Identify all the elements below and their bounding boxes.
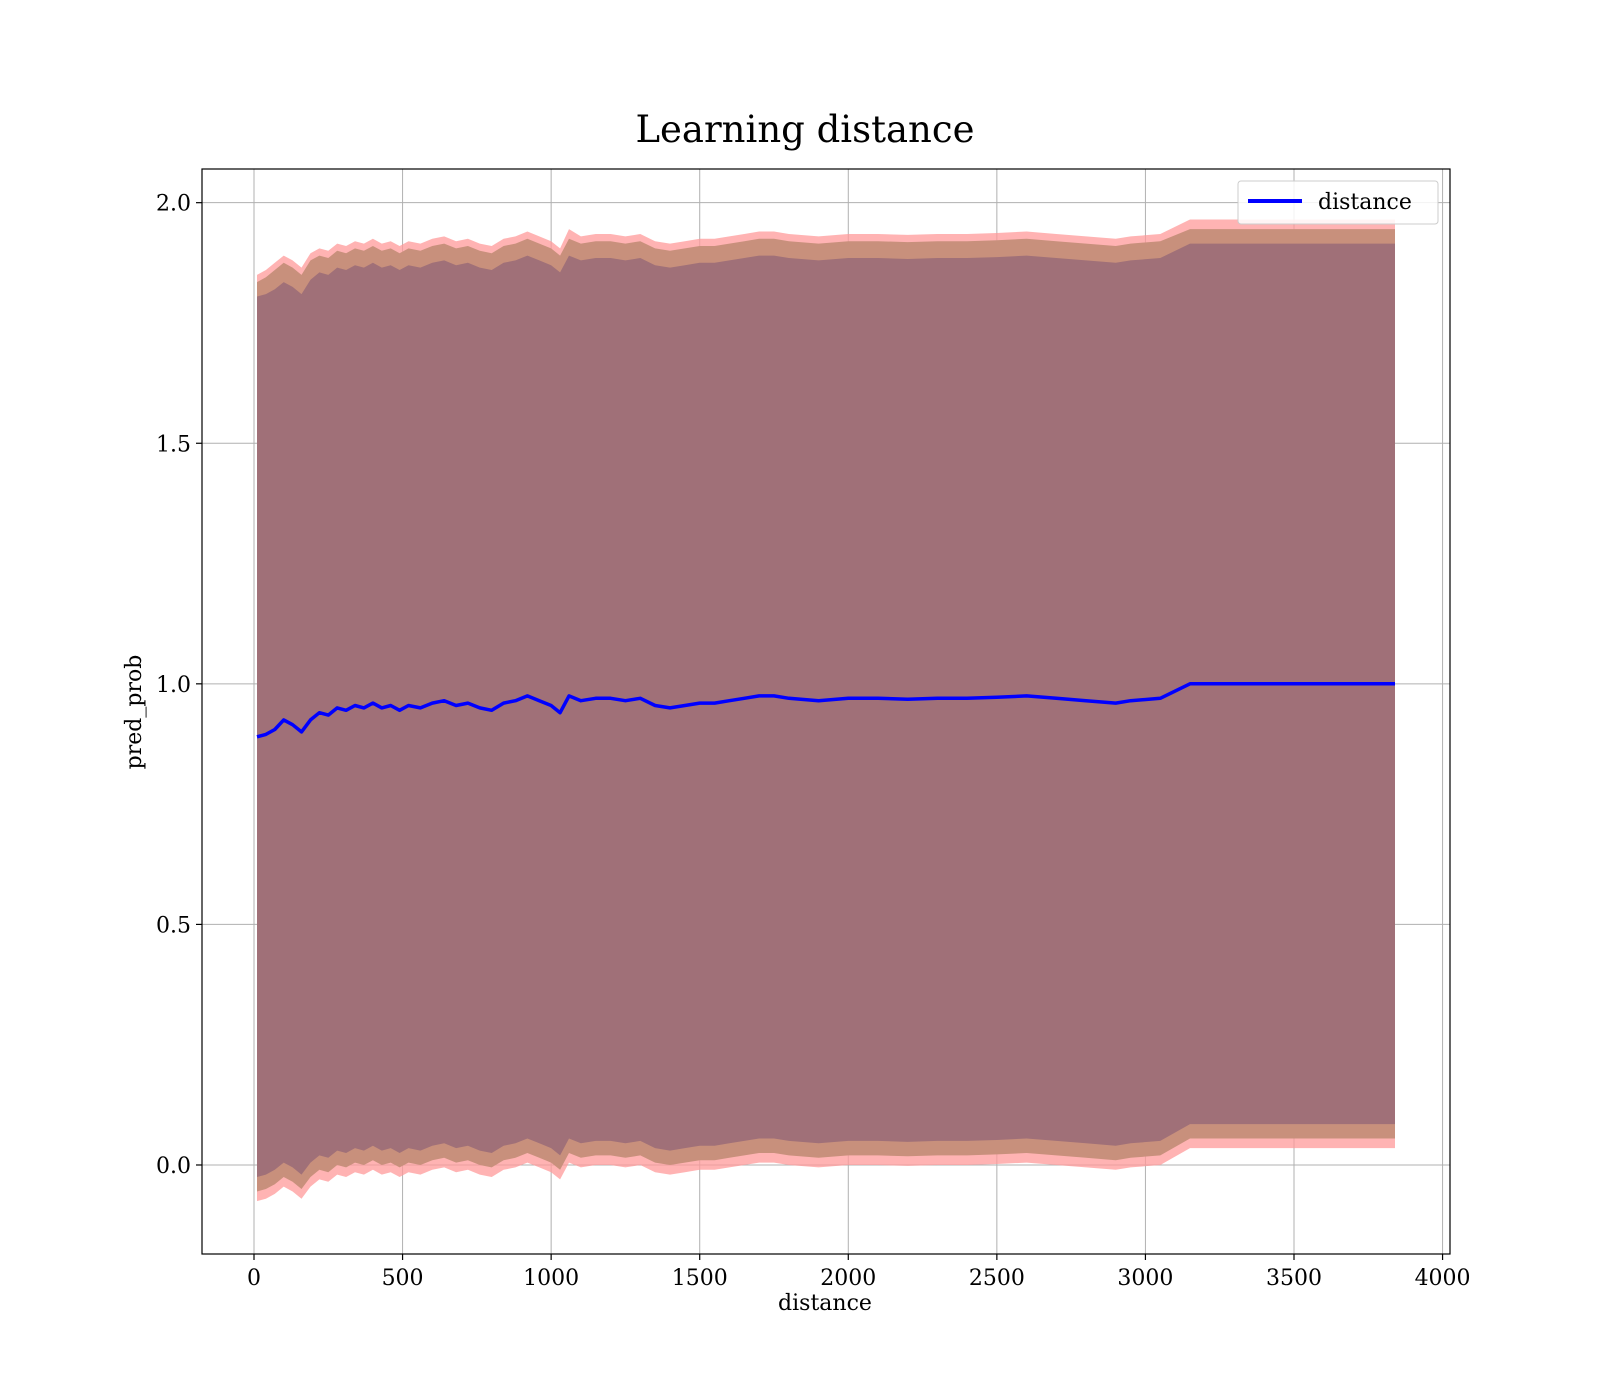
x-tick-label: 1500 — [672, 1266, 728, 1291]
x-axis-label: distance — [778, 1291, 872, 1316]
legend-box — [1237, 180, 1439, 225]
x-tick-label: 3000 — [1117, 1266, 1173, 1291]
y-axis-label: pred_prob — [122, 655, 147, 770]
y-axis-ticks: 0.0 0.5 1.0 1.5 2.0 — [156, 192, 202, 1179]
x-tick-label: 2500 — [969, 1266, 1025, 1291]
legend-label: distance — [1318, 190, 1412, 215]
x-tick-label: 4000 — [1415, 1266, 1471, 1291]
confidence-band-2 — [257, 243, 1395, 1178]
x-tick-label: 1000 — [523, 1266, 579, 1291]
x-tick-label: 0 — [247, 1266, 261, 1291]
y-tick-label: 2.0 — [156, 192, 191, 217]
x-tick-label: 2000 — [820, 1266, 876, 1291]
x-tick-label: 500 — [382, 1266, 424, 1291]
series-lines — [256, 682, 1395, 739]
chart-title: Learning distance — [635, 108, 974, 151]
y-tick-label: 1.0 — [156, 673, 191, 698]
y-tick-label: 0.0 — [156, 1154, 191, 1179]
x-axis-ticks: 0 500 1000 1500 2000 2500 3000 3500 4000 — [247, 1254, 1471, 1291]
x-tick-label: 3500 — [1266, 1266, 1322, 1291]
legend: distance — [1237, 180, 1439, 225]
confidence-bands — [257, 219, 1395, 1202]
plot-frame — [201, 168, 1451, 1255]
y-tick-label: 1.5 — [156, 432, 191, 457]
y-tick-label: 0.5 — [156, 913, 191, 938]
series-line-distance — [256, 682, 1395, 739]
